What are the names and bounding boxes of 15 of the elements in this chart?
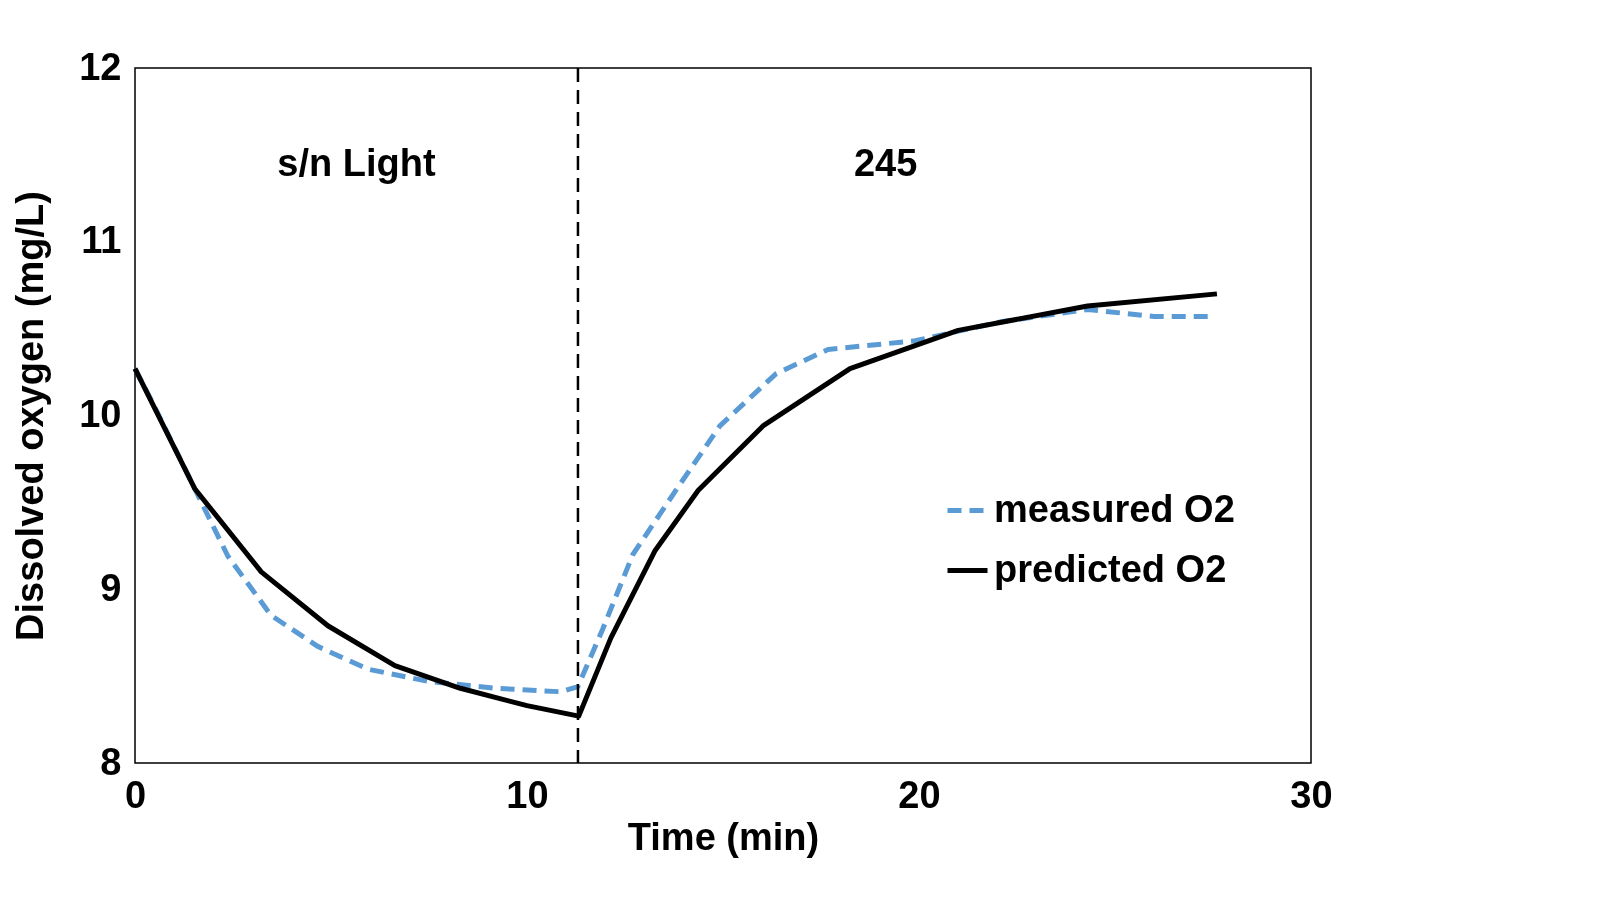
x-tick-label: 10 — [506, 773, 549, 816]
annotation: s/n Light — [277, 142, 436, 185]
legend-label: measured O2 — [994, 487, 1235, 530]
y-tick-label: 8 — [100, 740, 122, 783]
legend-label: predicted O2 — [994, 547, 1227, 590]
x-axis-title: Time (min) — [627, 815, 820, 858]
y-axis-title: Dissolved oxygen (mg/L) — [9, 191, 52, 641]
x-tick-label: 20 — [898, 773, 941, 816]
y-tick-label: 12 — [79, 45, 122, 88]
y-tick-label: 10 — [79, 393, 122, 435]
annotation: 245 — [853, 142, 918, 185]
y-tick-label: 11 — [81, 219, 122, 262]
y-tick-label: 9 — [100, 566, 122, 609]
x-tick-label: 30 — [1290, 773, 1333, 816]
x-tick-label: 0 — [124, 773, 147, 816]
